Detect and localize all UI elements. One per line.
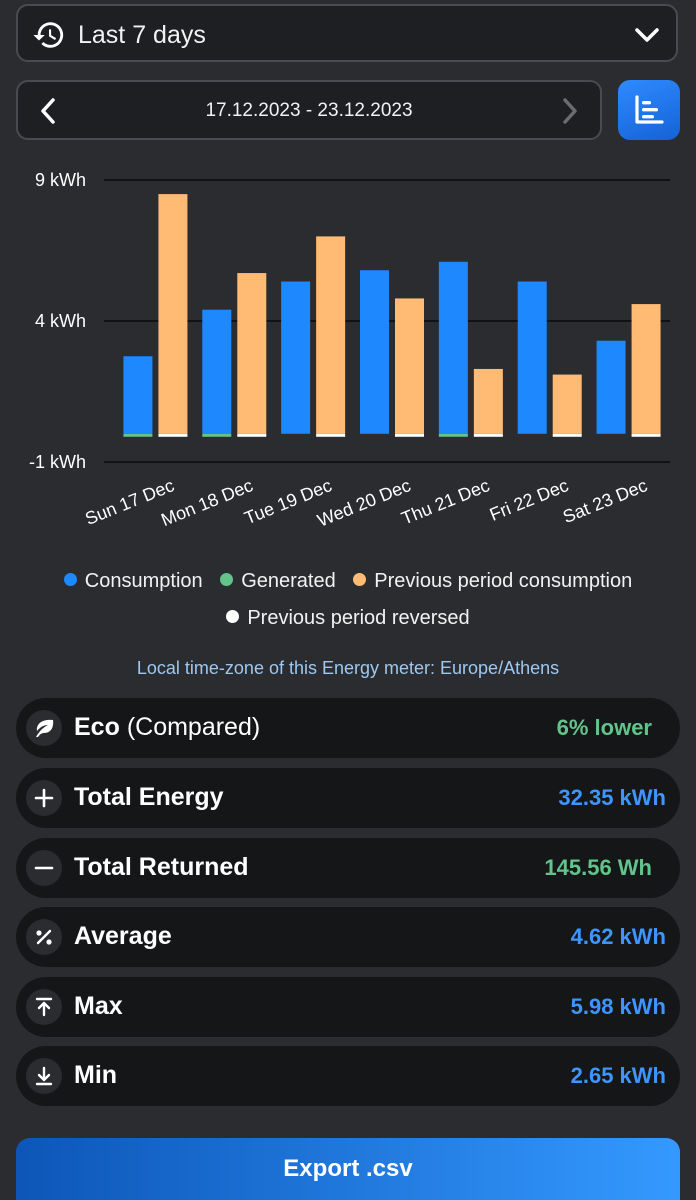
arrow-to-bottom-icon — [26, 1058, 62, 1094]
stat-value: 32.35 kWh — [558, 785, 666, 810]
history-icon — [33, 22, 64, 48]
bar-previous-consumption — [316, 236, 346, 434]
y-tick-label: 4 kWh — [35, 311, 86, 331]
bar-previous-consumption — [631, 304, 661, 434]
legend-dot — [353, 573, 367, 586]
bar-previous-consumption — [552, 374, 582, 434]
bar-generated — [202, 433, 232, 437]
bar-consumption — [360, 270, 389, 434]
stat-label: Total Returned — [74, 853, 249, 881]
chevron-down-icon[interactable] — [634, 24, 660, 46]
stat-value: 2.65 kWh — [570, 1063, 666, 1088]
bar-previous-consumption — [395, 298, 424, 434]
stat-average: Average 4.62 kWh — [16, 907, 680, 967]
bar-consumption — [438, 261, 468, 434]
bar-consumption — [517, 281, 547, 434]
legend-dot — [63, 573, 77, 586]
legend-label: Consumption — [84, 570, 203, 592]
legend-item-generated[interactable]: Generated — [220, 570, 336, 593]
chart-legend: Consumption Generated Previous period co… — [0, 570, 696, 593]
legend-item-previous-reversed[interactable]: Previous period reversed — [226, 607, 470, 630]
bar-previous-consumption — [237, 273, 267, 434]
minus-icon — [26, 850, 62, 886]
bar-previous-reversed — [316, 433, 346, 437]
x-tick-label: Fri 22 Dec — [487, 475, 571, 525]
stat-value: 145.56 Wh — [544, 855, 652, 880]
percent-icon — [26, 919, 62, 955]
bar-consumption — [123, 356, 153, 434]
stat-value: 5.98 kWh — [570, 994, 666, 1019]
y-tick-label: 9 kWh — [35, 170, 86, 190]
stat-value: 6% lower — [556, 715, 652, 740]
period-selector[interactable]: Last 7 days — [16, 4, 678, 62]
leaf-icon — [26, 710, 62, 746]
bar-generated — [123, 433, 153, 437]
chevron-right-icon[interactable] — [558, 96, 582, 126]
stat-label: Average — [74, 922, 172, 950]
stat-label: Min — [74, 1061, 118, 1089]
stat-eco: Eco (Compared) 6% lower — [16, 698, 680, 758]
date-range-text: 17.12.2023 - 23.12.2023 — [205, 100, 413, 121]
timezone-note: Local time-zone of this Energy meter: Eu… — [136, 658, 560, 678]
bar-previous-reversed — [552, 433, 582, 437]
bar-previous-reversed — [237, 433, 267, 437]
x-tick-label: Mon 18 Dec — [158, 475, 255, 530]
export-csv-button[interactable]: Export .csv — [16, 1138, 680, 1200]
legend-label: Previous period reversed — [247, 607, 470, 629]
bar-consumption — [596, 340, 626, 434]
stat-total-returned: Total Returned 145.56 Wh — [16, 838, 680, 898]
bar-previous-consumption — [473, 368, 503, 434]
bar-chart-icon — [635, 95, 664, 124]
legend-label: Previous period consumption — [374, 570, 633, 592]
legend-label: Generated — [241, 570, 336, 592]
stat-value: 4.62 kWh — [570, 924, 666, 949]
bar-previous-reversed — [158, 433, 188, 437]
stat-label: Total Energy — [74, 783, 224, 811]
x-tick-label: Sat 23 Dec — [560, 475, 650, 527]
stat-sublabel: (Compared) — [126, 713, 261, 741]
bar-consumption — [281, 281, 311, 434]
legend-item-previous-consumption[interactable]: Previous period consumption — [353, 570, 632, 593]
bar-previous-reversed — [395, 433, 424, 437]
chart-view-toggle-button[interactable] — [618, 80, 680, 140]
bar-previous-reversed — [473, 433, 503, 437]
stat-max: Max 5.98 kWh — [16, 977, 680, 1037]
bar-previous-consumption — [158, 194, 188, 434]
stat-label: Eco — [74, 713, 120, 741]
bar-generated — [438, 433, 468, 437]
arrow-to-top-icon — [26, 989, 62, 1025]
y-tick-label: -1 kWh — [29, 452, 86, 472]
stat-total-energy: Total Energy 32.35 kWh — [16, 768, 680, 828]
legend-dot — [220, 573, 234, 586]
bar-consumption — [202, 309, 232, 434]
bar-previous-reversed — [631, 433, 661, 437]
legend-dot — [226, 610, 240, 623]
period-label: Last 7 days — [78, 21, 206, 49]
x-tick-label: Thu 21 Dec — [399, 475, 493, 528]
stat-min: Min 2.65 kWh — [16, 1046, 680, 1106]
date-range-navigator: 17.12.2023 - 23.12.2023 — [16, 80, 602, 140]
stat-label: Max — [74, 992, 123, 1020]
chevron-left-icon[interactable] — [36, 96, 60, 126]
plus-icon — [26, 780, 62, 816]
legend-item-consumption[interactable]: Consumption — [63, 570, 203, 593]
chart-legend-row-2: Previous period reversed — [0, 607, 696, 630]
